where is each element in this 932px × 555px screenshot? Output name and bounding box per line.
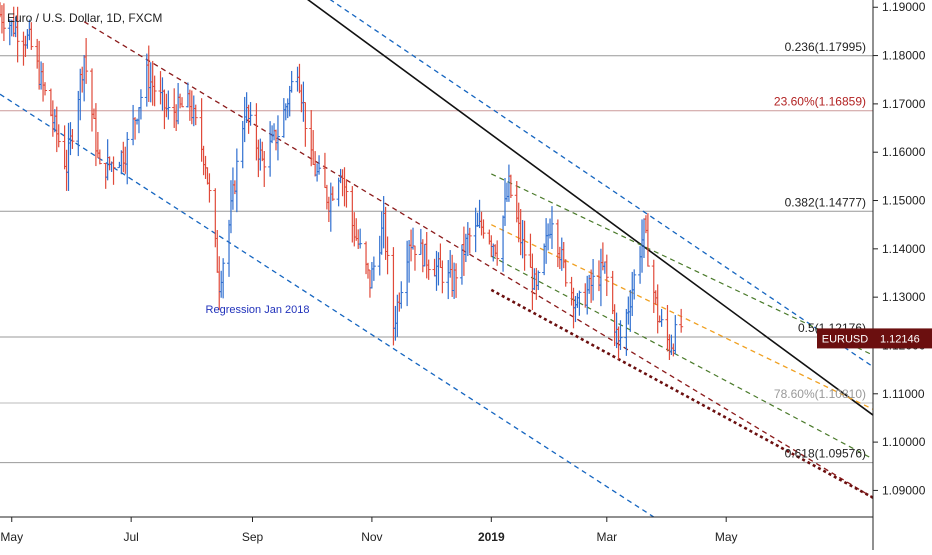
- trend-line-regression-lower: [0, 93, 655, 518]
- symbol-badge-bg: [817, 328, 873, 349]
- trend-line-channel-lower: [491, 255, 874, 460]
- x-tick-label: Mar: [596, 530, 617, 544]
- y-tick-label: 1.10000: [882, 435, 926, 449]
- price-bars: [0, 2, 684, 360]
- symbol-badge: EURUSD: [822, 333, 869, 345]
- trend-lines: [0, 0, 874, 518]
- x-tick-label: 2019: [478, 530, 505, 544]
- x-tick-label: Jul: [123, 530, 138, 544]
- level-lines: [0, 55, 873, 464]
- trend-line-channel-upper: [491, 173, 874, 356]
- x-tick-label: Nov: [361, 530, 382, 544]
- last-price-label: 1.12146: [880, 333, 920, 345]
- trend-line-regression-mid: [83, 21, 874, 499]
- level-label: 78.60%(1.10810): [774, 387, 866, 401]
- level-labels: 0.236(1.17995) 23.60%(1.16859) 0.382(1.147…: [774, 40, 866, 461]
- x-axis: May Jul Sep Nov 2019 Mar May: [0, 517, 738, 544]
- annotation-label: Regression Jan 2018: [206, 304, 310, 316]
- last-price-badge: EURUSD 1.12146: [817, 328, 932, 349]
- level-label: 0.236(1.17995): [785, 40, 866, 54]
- x-tick-label: May: [0, 530, 23, 544]
- trend-line-channel-base: [490, 288, 874, 499]
- annotations: Regression Jan 2018: [206, 304, 310, 316]
- x-axis-background: [0, 517, 873, 550]
- chart-title: Euro / U.S. Dollar, 1D, FXCM: [7, 11, 162, 25]
- x-tick-label: Sep: [242, 530, 264, 544]
- y-tick-label: 1.13000: [882, 290, 926, 304]
- y-tick-label: 1.17000: [882, 97, 926, 111]
- trend-line-downtrend: [307, 0, 874, 416]
- y-tick-label: 1.15000: [882, 194, 926, 208]
- y-tick-label: 1.18000: [882, 49, 926, 63]
- y-axis-background: [873, 0, 932, 550]
- level-label: 23.60%(1.16859): [774, 95, 866, 109]
- last-price-bg: [873, 328, 932, 349]
- y-tick-label: 1.19000: [882, 0, 926, 14]
- trend-line-regression-upper: [329, 0, 874, 368]
- y-tick-label: 1.09000: [882, 483, 926, 497]
- y-tick-label: 1.16000: [882, 145, 926, 159]
- level-label: 0.618(1.09576): [785, 447, 866, 461]
- level-label: 0.382(1.14777): [785, 195, 866, 209]
- trend-line-channel-mid: [491, 224, 874, 410]
- y-tick-label: 1.14000: [882, 242, 926, 256]
- x-tick-label: May: [715, 530, 738, 544]
- y-tick-label: 1.11000: [882, 387, 925, 401]
